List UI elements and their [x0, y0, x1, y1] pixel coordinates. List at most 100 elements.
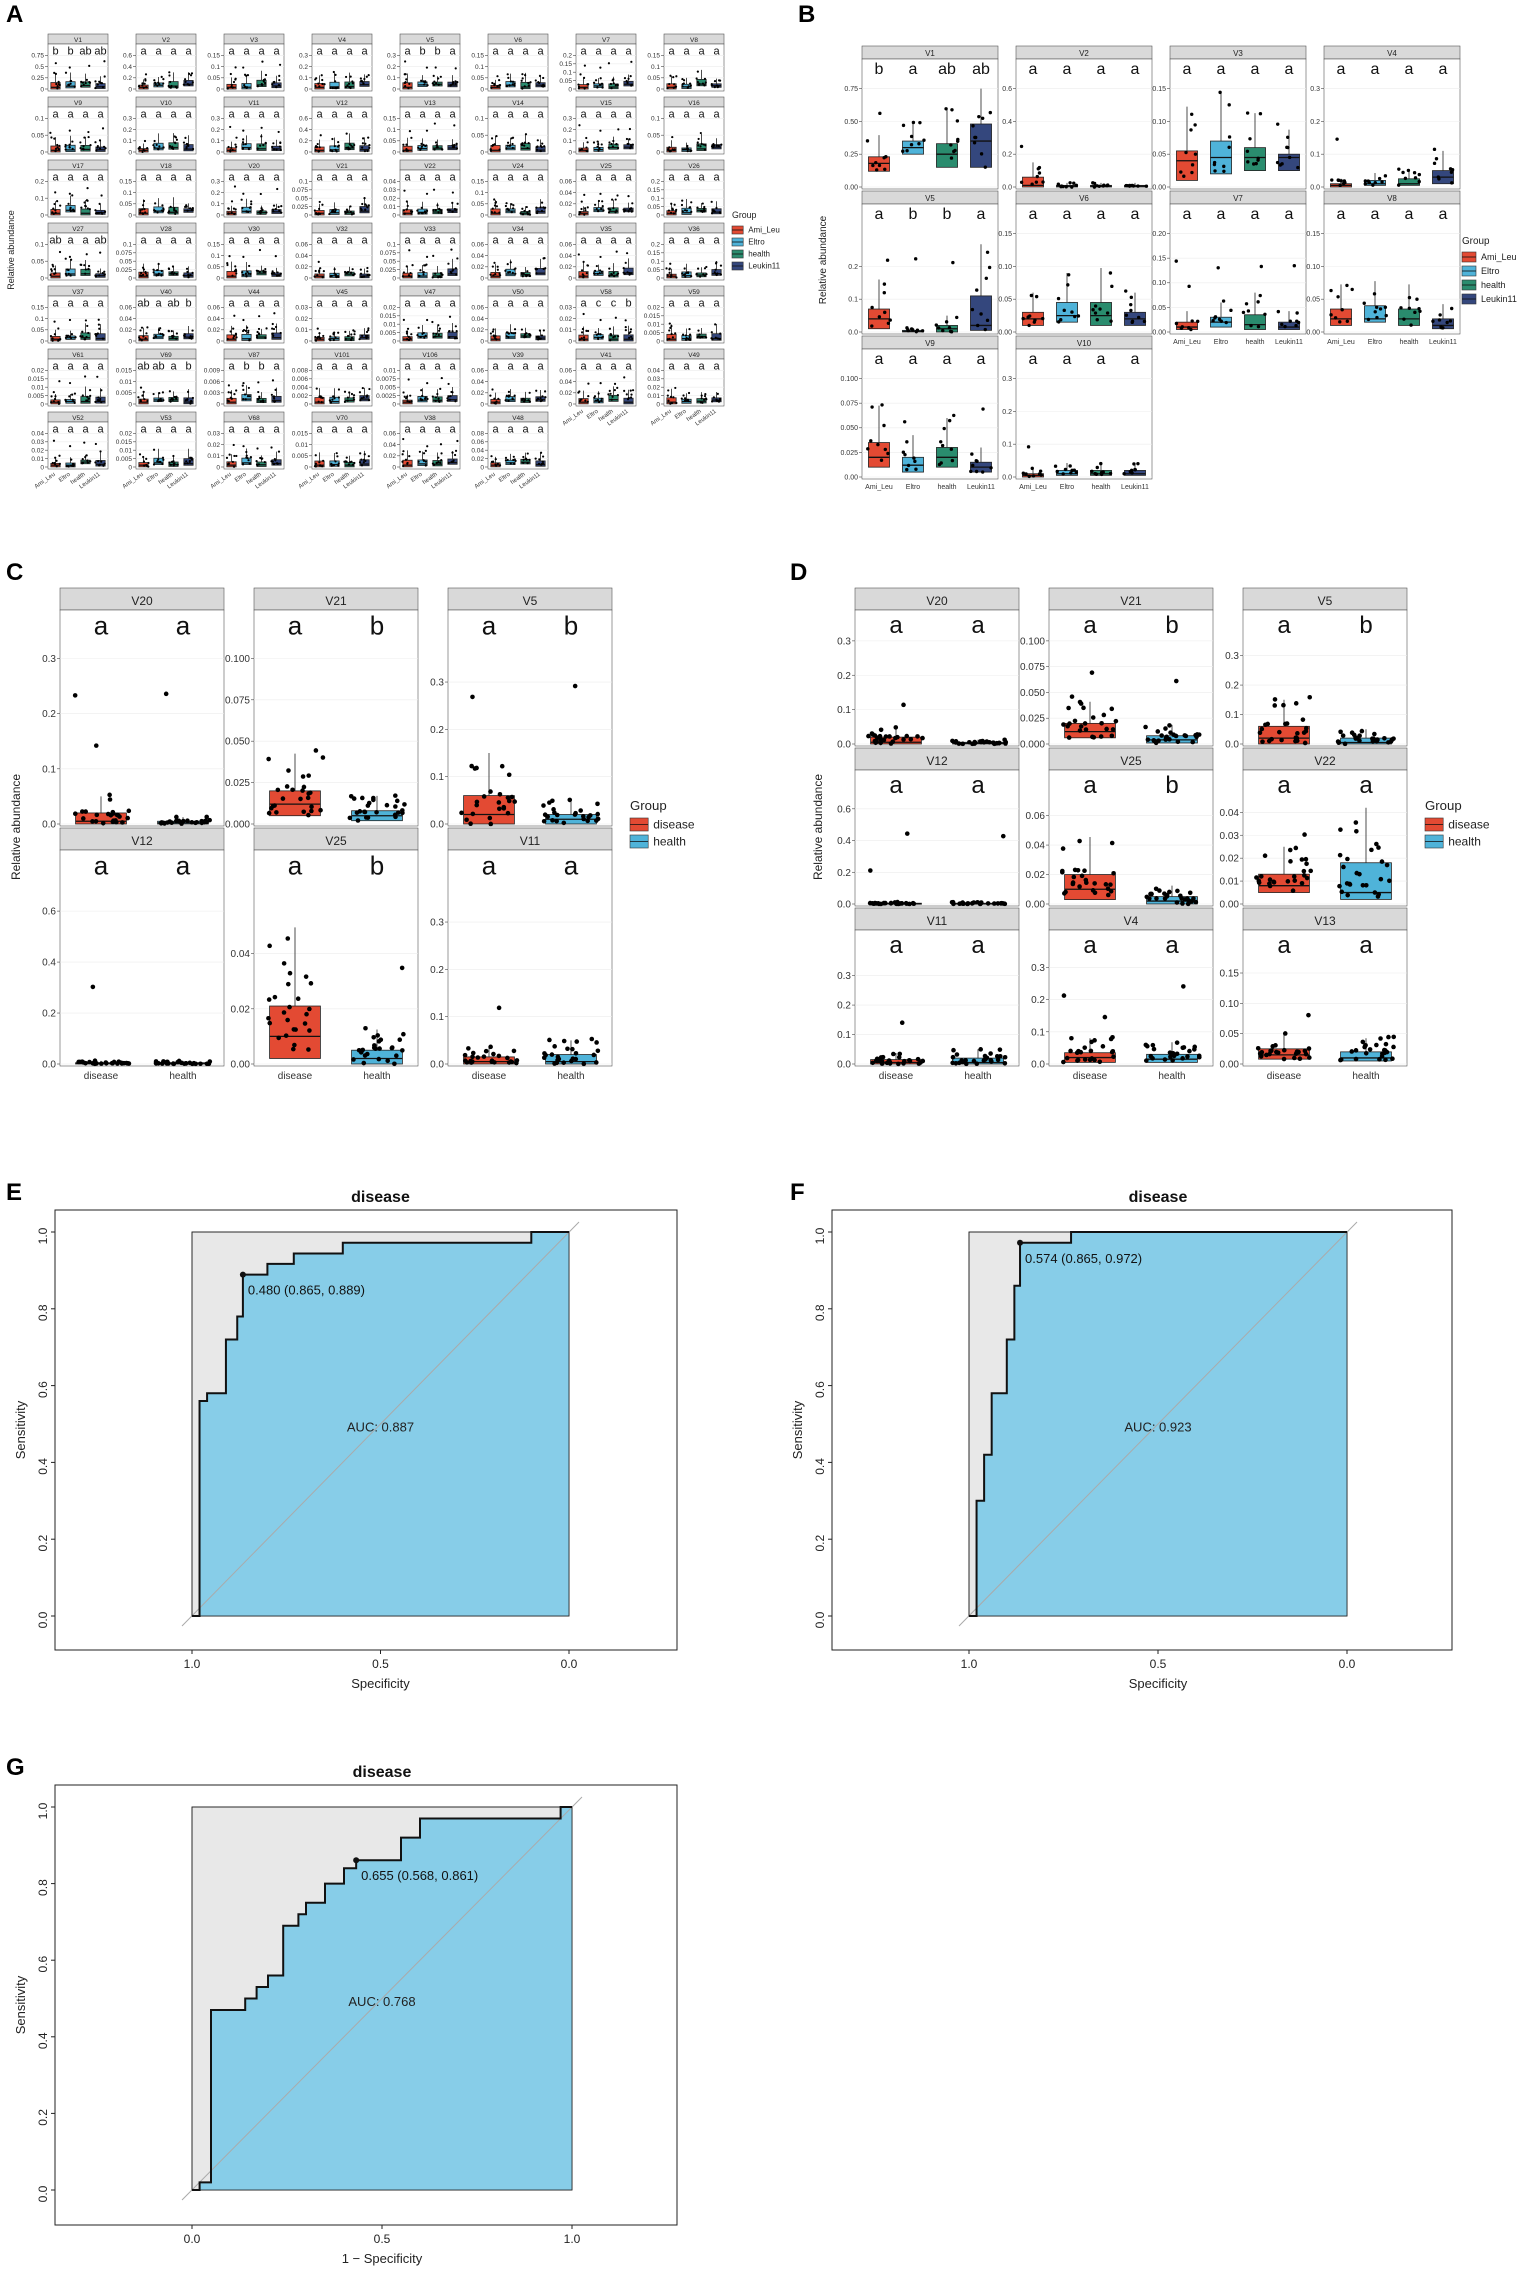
data-point: [70, 258, 73, 261]
data-point: [142, 455, 145, 459]
data-point: [612, 139, 615, 143]
data-point: [455, 273, 458, 276]
data-point: [59, 338, 62, 341]
data-point: [688, 333, 692, 336]
data-point: [402, 464, 405, 468]
y-tick-label: 0: [304, 401, 308, 408]
data-point: [668, 337, 671, 340]
data-point: [498, 148, 501, 151]
y-tick-label: 0.03: [31, 439, 44, 446]
data-point: [275, 787, 281, 793]
data-point: [716, 392, 719, 395]
data-point: [173, 818, 179, 824]
data-point: [521, 77, 524, 80]
data-point: [1258, 293, 1262, 298]
data-point: [229, 391, 232, 394]
data-point: [331, 86, 334, 90]
y-tick-label: 0.003: [204, 390, 221, 397]
data-point: [256, 85, 259, 88]
data-point: [103, 462, 106, 465]
box-Ami_Leu: [402, 82, 413, 90]
data-point: [586, 141, 589, 144]
data-point: [68, 395, 71, 398]
significance-letter: a: [419, 234, 426, 246]
significance-letter: a: [1371, 206, 1380, 223]
data-point: [884, 155, 888, 159]
data-point: [703, 148, 707, 151]
significance-letter: a: [580, 297, 587, 309]
significance-letter: a: [346, 171, 353, 183]
data-point: [683, 273, 687, 276]
data-point: [405, 200, 408, 203]
significance-letter: a: [1285, 206, 1294, 223]
y-tick-label: 0: [128, 275, 132, 282]
significance-letter: a: [419, 171, 426, 183]
data-point: [152, 336, 155, 340]
box-Leukin11: [535, 460, 546, 467]
data-point: [492, 274, 495, 277]
data-point: [600, 207, 603, 210]
data-point: [1340, 308, 1344, 312]
data-point: [970, 452, 974, 456]
data-point: [1073, 314, 1077, 319]
facet-plot-area: [663, 232, 725, 281]
significance-letter: a: [67, 360, 74, 372]
data-point: [97, 270, 100, 273]
significance-letter: a: [331, 423, 338, 435]
data-point: [278, 209, 281, 212]
panel-label-G: G: [6, 1754, 25, 1781]
data-point: [422, 83, 426, 86]
data-point: [265, 211, 268, 214]
data-point: [157, 148, 160, 151]
data-point: [93, 743, 99, 748]
data-point: [314, 335, 317, 339]
data-point: [876, 442, 880, 447]
data-point: [230, 211, 233, 214]
y-tick-label: 0.100: [225, 654, 250, 665]
data-point: [321, 465, 324, 468]
data-point: [433, 148, 436, 151]
data-point: [352, 396, 355, 399]
data-point: [451, 210, 454, 213]
y-tick-label: 0.02: [383, 195, 396, 202]
facet-strip-label: V8: [690, 37, 698, 44]
data-point: [49, 334, 53, 338]
data-point: [232, 465, 236, 468]
data-point: [272, 142, 275, 145]
data-point: [101, 212, 104, 215]
data-point: [230, 200, 234, 203]
data-point: [351, 82, 355, 85]
data-point: [410, 275, 413, 278]
data-point: [1029, 293, 1034, 298]
y-tick-label: 0.15: [383, 116, 396, 123]
data-point: [451, 191, 454, 194]
data-point: [450, 271, 453, 275]
data-point: [168, 85, 171, 89]
y-tick-label: 0.04: [207, 316, 220, 323]
legend-item-label: Ami_Leu: [1481, 252, 1517, 262]
data-point: [422, 452, 426, 455]
data-point: [58, 454, 61, 457]
data-point: [349, 86, 352, 90]
data-point: [351, 268, 354, 271]
y-tick-label: 0.15: [1152, 86, 1166, 93]
facet-plot-area: [447, 609, 613, 827]
data-point: [229, 72, 232, 76]
data-point: [316, 327, 319, 330]
facet-strip-label: V49: [688, 352, 700, 359]
data-point: [232, 336, 235, 340]
data-point: [523, 398, 527, 401]
significance-letter: a: [492, 171, 499, 183]
data-point: [686, 147, 689, 150]
data-point: [402, 802, 407, 807]
significance-letter: a: [668, 234, 675, 246]
data-point: [274, 255, 277, 258]
data-point: [626, 271, 629, 274]
data-point: [666, 86, 669, 90]
y-tick-label: 0.15: [1306, 231, 1320, 238]
data-point: [1035, 174, 1040, 179]
data-point: [98, 399, 101, 402]
data-point: [505, 202, 508, 205]
data-point: [507, 399, 510, 402]
